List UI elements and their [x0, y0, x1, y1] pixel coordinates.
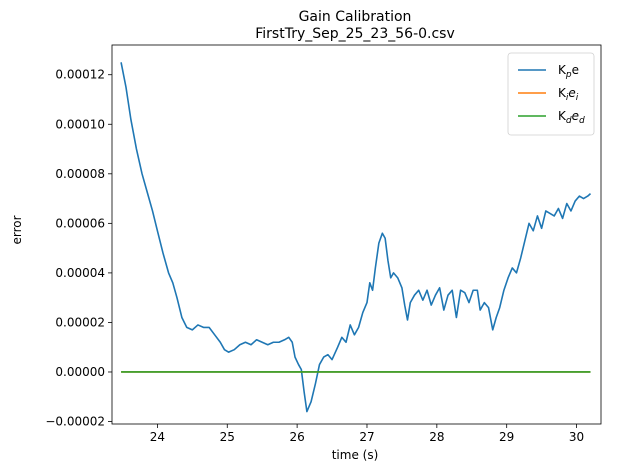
- x-tick-label: 26: [289, 430, 304, 444]
- x-tick-label: 27: [359, 430, 374, 444]
- x-axis-label: time (s): [332, 448, 379, 462]
- legend-entry-3: Kded: [558, 109, 585, 126]
- y-tick-label: 0.00002: [55, 315, 105, 329]
- x-tick-label: 30: [569, 430, 584, 444]
- x-tick-label: 24: [150, 430, 165, 444]
- legend-entry-1: Kpe: [558, 63, 579, 80]
- x-tick-label: 25: [220, 430, 235, 444]
- y-tick-label: 0.00012: [55, 68, 105, 82]
- chart-title: Gain Calibration: [299, 9, 412, 25]
- y-axis: −0.00002 0.00000 0.00002 0.00004 0.00006 0.00…: [45, 68, 112, 429]
- series-line-1: [120, 62, 592, 413]
- y-tick-label: −0.00002: [45, 415, 105, 429]
- y-tick-label: 0.00008: [55, 167, 105, 181]
- x-axis: 24 25 26 27 28 29 30: [150, 424, 584, 444]
- y-tick-label: 0.00010: [55, 117, 105, 131]
- plot-frame: [111, 44, 602, 425]
- legend-entry-2: Kiei: [558, 86, 579, 103]
- x-tick-label: 28: [429, 430, 444, 444]
- plot-area: [111, 44, 602, 425]
- x-tick-label: 29: [499, 430, 514, 444]
- y-tick-label: 0.00006: [55, 216, 105, 230]
- legend-box: [507, 52, 595, 136]
- legend: Kpe Kiei Kded: [507, 52, 595, 136]
- y-tick-label: 0.00000: [55, 365, 105, 379]
- y-tick-label: 0.00004: [55, 266, 105, 280]
- chart-subtitle: FirstTry_Sep_25_23_56-0.csv: [255, 26, 455, 42]
- y-axis-label: error: [10, 215, 24, 244]
- series-layer: [120, 62, 592, 413]
